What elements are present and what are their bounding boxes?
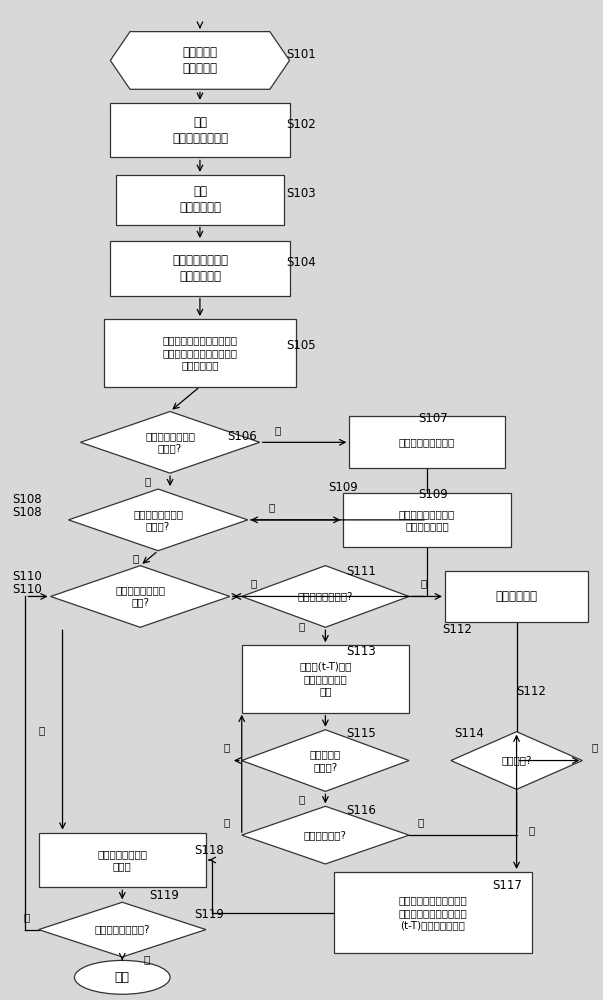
FancyBboxPatch shape [110, 103, 289, 157]
Text: S108: S108 [12, 506, 42, 519]
Text: S108: S108 [12, 493, 42, 506]
Text: 是: 是 [418, 817, 424, 827]
FancyBboxPatch shape [334, 872, 531, 953]
Polygon shape [51, 566, 230, 627]
Text: S113: S113 [346, 645, 376, 658]
Text: 是: 是 [421, 579, 427, 589]
Text: 根据与(t-T)的关
系逐步进行功率
降档: 根据与(t-T)的关 系逐步进行功率 降档 [299, 662, 352, 696]
Text: 是: 是 [143, 954, 150, 964]
FancyBboxPatch shape [445, 571, 589, 622]
Text: 是: 是 [274, 425, 281, 435]
FancyBboxPatch shape [110, 241, 289, 296]
Polygon shape [110, 32, 289, 89]
Text: 烹饪程序放入控制单元，控
制电加热可控温炉具对指定
菜品进行烹制: 烹饪程序放入控制单元，控 制电加热可控温炉具对指定 菜品进行烹制 [162, 335, 238, 370]
Ellipse shape [75, 960, 170, 994]
Text: S111: S111 [346, 565, 376, 578]
Text: S112: S112 [442, 623, 472, 636]
Text: S114: S114 [454, 727, 484, 740]
Polygon shape [242, 730, 409, 791]
Text: S109: S109 [418, 488, 448, 501]
Text: 温度低于目
标温度?: 温度低于目 标温度? [310, 749, 341, 772]
Text: S110: S110 [12, 570, 42, 583]
Polygon shape [69, 489, 248, 551]
Text: S119: S119 [194, 908, 224, 921]
Text: S112: S112 [517, 685, 546, 698]
Polygon shape [39, 902, 206, 957]
Polygon shape [80, 411, 260, 473]
Text: S102: S102 [286, 118, 317, 131]
Text: 实测温度超极限值?: 实测温度超极限值? [298, 591, 353, 601]
Text: 设置
温度控制模型: 设置 温度控制模型 [179, 185, 221, 214]
Text: S117: S117 [493, 879, 523, 892]
Text: 是: 是 [224, 743, 230, 753]
Text: 高温消除?: 高温消除? [501, 756, 532, 766]
Text: S103: S103 [286, 187, 317, 200]
Polygon shape [242, 806, 409, 864]
Text: S106: S106 [227, 430, 257, 443]
FancyBboxPatch shape [104, 319, 295, 387]
Text: S101: S101 [286, 48, 317, 61]
Text: S110: S110 [12, 583, 42, 596]
Text: 是: 是 [251, 579, 257, 589]
Text: 否: 否 [298, 621, 305, 631]
Text: S116: S116 [346, 804, 376, 817]
Text: 存在工艺流程外温
度偏差?: 存在工艺流程外温 度偏差? [145, 431, 195, 454]
Text: S118: S118 [194, 844, 224, 857]
Text: S119: S119 [149, 889, 179, 902]
Text: 否: 否 [39, 725, 45, 735]
Text: 否: 否 [144, 476, 151, 486]
Text: 温度偏差消化子程序: 温度偏差消化子程序 [399, 437, 455, 447]
FancyBboxPatch shape [39, 833, 206, 887]
Text: 实测温度大于目标
温度?: 实测温度大于目标 温度? [115, 585, 165, 608]
Text: 结束: 结束 [115, 971, 130, 984]
Text: S109: S109 [329, 481, 358, 494]
Text: S105: S105 [286, 339, 317, 352]
FancyBboxPatch shape [343, 493, 511, 547]
Text: 初始阶段实测温度
超范围?: 初始阶段实测温度 超范围? [133, 509, 183, 531]
Text: 进行工艺时间的比例
补偿或定值补偿: 进行工艺时间的比例 补偿或定值补偿 [399, 509, 455, 531]
Text: 否: 否 [24, 912, 30, 922]
Text: S104: S104 [286, 256, 317, 269]
FancyBboxPatch shape [242, 645, 409, 713]
FancyBboxPatch shape [349, 416, 505, 468]
Text: 准备电加热
可控温炉具: 准备电加热 可控温炉具 [183, 46, 218, 75]
Text: 确定
中间介质温度范围: 确定 中间介质温度范围 [172, 116, 228, 145]
Text: S115: S115 [346, 727, 376, 740]
Text: 按工艺阶段执行温
度控制: 按工艺阶段执行温 度控制 [97, 849, 147, 871]
Text: S107: S107 [418, 412, 448, 425]
Text: 执行停机命令: 执行停机命令 [496, 590, 538, 603]
FancyBboxPatch shape [116, 175, 283, 225]
Text: 最后工艺流程结束?: 最后工艺流程结束? [95, 925, 150, 935]
Polygon shape [451, 732, 582, 789]
Polygon shape [242, 566, 409, 627]
Text: 否: 否 [268, 502, 275, 512]
Text: 否: 否 [591, 743, 598, 753]
Text: 重新启动电加热可控温炉
具，启动功率档位根据与
(t-T)的关系进行调整: 重新启动电加热可控温炉 具，启动功率档位根据与 (t-T)的关系进行调整 [399, 895, 467, 930]
Text: 否: 否 [224, 817, 230, 827]
Text: 编制菜品的制作工
艺的烹饪程序: 编制菜品的制作工 艺的烹饪程序 [172, 254, 228, 283]
Text: 是否为最低档?: 是否为最低档? [304, 830, 347, 840]
Text: 否: 否 [298, 794, 305, 804]
Text: 是: 是 [132, 553, 139, 563]
Text: 是: 是 [528, 826, 535, 836]
